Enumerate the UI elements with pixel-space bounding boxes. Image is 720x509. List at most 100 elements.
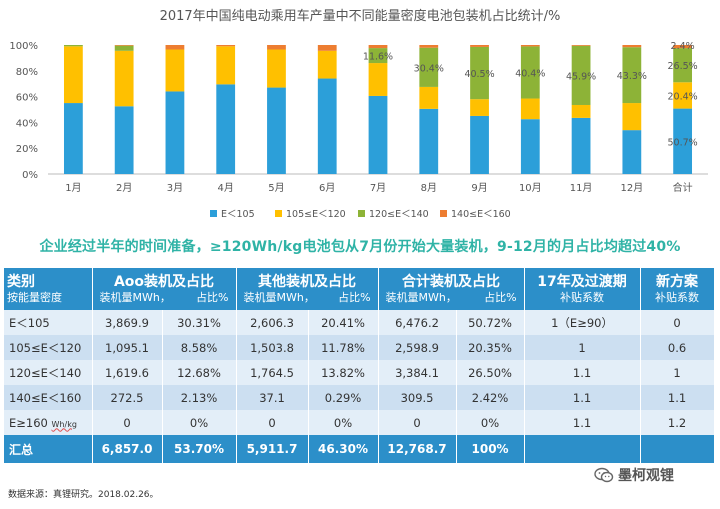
transition-coef: 1（E≥90） [524,310,641,335]
y-tick-label: 40% [16,118,38,129]
data-label: 43.3% [617,71,647,82]
bar-segment [63,45,83,47]
total-pct: 50.72% [456,310,525,335]
bar-segment [368,63,388,96]
x-tick-label: 11月 [570,182,593,194]
header-total: 合计装机及占比 装机量MWh， 占比% [378,268,525,310]
total-mwh: 6,476.2 [378,310,457,335]
bar-segment [520,119,540,174]
bar-segment [622,45,642,48]
row-category: 120≤E＜140 [4,360,93,385]
row-category: E＜105 [4,310,93,335]
legend-label: 120≤E＜140 [369,209,429,220]
bar-segment [317,78,337,174]
x-tick-label: 6月 [319,182,335,194]
x-tick-label: 1月 [65,182,81,194]
aoo-mwh: 3,869.9 [92,310,163,335]
data-label: 2.4% [671,41,695,52]
legend-swatch [440,210,447,217]
bar-segment [63,103,83,174]
table-row: 105≤E＜120 1,095.1 8.58% 1,503.8 11.78% 2… [4,335,715,360]
new-coef: 0.6 [640,335,715,360]
legend-swatch [358,210,365,217]
wechat-icon [594,467,614,483]
bar-segment [673,82,693,109]
aoo-mwh: 1,619.6 [92,360,163,385]
other-pct: 20.41% [308,310,379,335]
y-tick-label: 0% [22,170,38,181]
x-tick-label: 10月 [519,182,542,194]
transition-coef: 1.1 [524,410,641,435]
header-category: 类别 按能量密度 [4,268,93,310]
bar-segment [317,50,337,79]
summary-table: 类别 按能量密度 Aoo装机及占比 装机量MWh， 占比% 其他装机及占比 装机量… [4,268,715,463]
stacked-bar-chart: 2017年中国纯电动乘用车产量中不同能量密度电池包装机占比统计/% 0% 20% 4… [9,8,708,220]
other-pct: 11.78% [308,335,379,360]
data-label: 40.5% [464,69,494,80]
x-tick-label: 12月 [620,182,643,194]
bar-segment [571,117,591,174]
bar-segment [216,45,236,47]
aoo-mwh: 272.5 [92,385,163,410]
bar-segment [317,45,337,51]
new-coef: 1.1 [640,385,715,410]
empty-cell [640,435,715,463]
other-mwh: 0 [236,410,309,435]
aoo-pct-total: 53.70% [162,435,237,463]
total-mwh: 0 [378,410,457,435]
bar-segment [114,50,134,107]
watermark: 墨柯观锂 [594,465,674,485]
bar-segment [114,45,134,51]
row-category: 140≤E＜160 [4,385,93,410]
new-coef: 1.2 [640,410,715,435]
other-mwh: 1,764.5 [236,360,309,385]
header-transition: 17年及过渡期 补贴系数 [524,268,641,310]
bar-segment [267,45,286,50]
total-pct: 20.35% [456,335,525,360]
bar-segment [216,84,236,174]
bar-segment [114,45,134,46]
y-tick-label: 80% [16,67,38,78]
bar-segment [571,104,591,118]
bar-segment [520,45,540,47]
bar-segment [622,103,642,131]
headline: 企业经过半年的时间准备，≥120Wh/kg电池包从7月份开始大量装机，9-12月… [39,239,681,255]
table-row: 120≤E＜140 1,619.6 12.68% 1,764.5 13.82% … [4,360,715,385]
data-label: 26.5% [668,61,698,72]
other-mwh: 2,606.3 [236,310,309,335]
table-total-row: 汇总 6,857.0 53.70% 5,911.7 46.30% 12,768.… [4,435,715,463]
x-tick-label: 3月 [167,182,183,194]
transition-coef: 1 [524,335,641,360]
data-label: 50.7% [668,137,698,148]
bar-segment [470,99,489,116]
bar-segment [165,91,185,174]
bar-segment [520,98,540,120]
row-category: 105≤E＜120 [4,335,93,360]
other-pct: 13.82% [308,360,379,385]
other-mwh: 37.1 [236,385,309,410]
total-pct: 2.42% [456,385,525,410]
data-source-note: 数据来源：真锂研究。2018.02.26。 [8,490,159,500]
bar-segment [419,86,439,109]
legend-label: 105≤E＜120 [286,209,346,220]
new-coef: 1 [640,360,715,385]
total-mwh: 2,598.9 [378,335,457,360]
x-tick-label: 9月 [471,182,487,194]
x-tick-label: 4月 [218,182,234,194]
bar-segment [571,45,591,105]
total-mwh: 309.5 [378,385,457,410]
bar-segment [368,45,388,49]
data-label: 20.4% [668,91,698,102]
total-pct: 26.50% [456,360,525,385]
bar-segment [622,130,642,174]
bar-segment [571,45,591,46]
bar-segment [165,45,185,50]
bar-segment [165,49,185,92]
chart-title: 2017年中国纯电动乘用车产量中不同能量密度电池包装机占比统计/% [160,8,561,24]
table-header-row: 类别 按能量密度 Aoo装机及占比 装机量MWh， 占比% 其他装机及占比 装机量… [4,268,715,310]
bar-segment [114,106,134,174]
total-mwh: 3,384.1 [378,360,457,385]
row-category: E≥160 Wh/kg [4,410,93,435]
header-aoo: Aoo装机及占比 装机量MWh， 占比% [92,268,237,310]
data-label: 45.9% [566,71,596,82]
